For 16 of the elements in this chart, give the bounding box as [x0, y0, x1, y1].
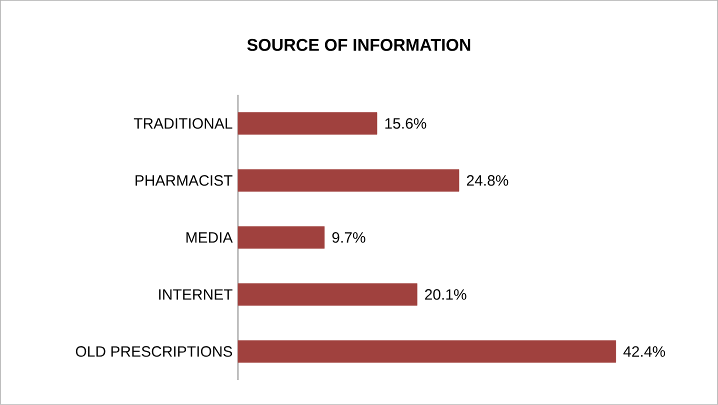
bar [238, 283, 418, 306]
y-tick-label: OLD PRESCRIPTIONS [76, 346, 232, 357]
bar [238, 226, 325, 249]
data-label: 9.7% [332, 232, 366, 243]
data-label: 24.8% [466, 175, 508, 186]
data-label: 15.6% [385, 118, 426, 129]
bar [238, 112, 378, 135]
y-tick-label: PHARMACIST [136, 175, 232, 186]
y-tick-label: MEDIA [186, 232, 233, 243]
bar [238, 169, 460, 192]
chart-title: SOURCE OF INFORMATION [247, 38, 470, 51]
data-label: 20.1% [425, 289, 466, 300]
bar [238, 340, 616, 363]
y-tick-label: INTERNET [159, 289, 232, 300]
y-tick-label: TRADITIONAL [134, 118, 232, 129]
data-label: 42.4% [623, 346, 666, 357]
